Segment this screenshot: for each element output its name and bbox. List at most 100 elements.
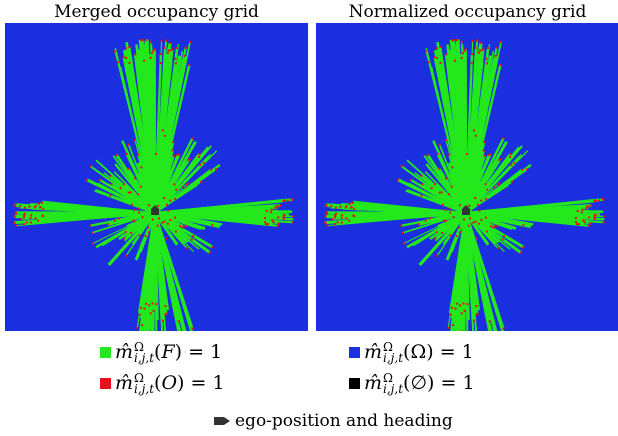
occupied-cell	[468, 204, 471, 207]
occupied-cell	[274, 207, 277, 210]
occupied-cell	[452, 324, 455, 327]
occupied-cell	[282, 200, 285, 202]
occupied-cell	[143, 59, 145, 62]
occupied-cell	[433, 56, 436, 59]
occupied-cell	[159, 53, 162, 56]
occupied-cell	[148, 304, 151, 307]
occupied-cell	[578, 223, 580, 226]
occupied-cell	[418, 223, 420, 226]
occupied-cell	[490, 225, 493, 228]
occupied-cell	[510, 164, 513, 167]
free-space-ray	[465, 211, 534, 226]
occupied-cell	[576, 210, 579, 212]
free-space-ray	[153, 59, 185, 214]
occupied-cell	[588, 216, 591, 219]
occupied-cell	[15, 224, 18, 227]
occupied-cell	[587, 224, 590, 227]
occupied-cell	[339, 205, 342, 208]
occupied-cell	[519, 251, 522, 254]
occupied-cell	[439, 61, 442, 64]
occupied-cell	[91, 231, 93, 234]
occupied-cell	[140, 306, 142, 309]
occupied-cell	[334, 214, 337, 217]
occupied-cell	[480, 219, 483, 221]
occupied-cell	[125, 152, 128, 155]
occupied-cell	[438, 191, 441, 194]
occupied-cell	[202, 161, 205, 164]
occupied-cell	[42, 207, 45, 210]
occupied-cell	[463, 49, 466, 52]
occupied-cell	[166, 51, 169, 54]
occupied-cell	[136, 193, 139, 196]
occupied-cell	[140, 166, 143, 169]
occupied-cell	[479, 42, 482, 45]
occupied-cell	[438, 167, 441, 170]
occupied-cell	[89, 165, 92, 168]
free-space-ray	[112, 155, 156, 214]
occupied-cell	[526, 168, 528, 171]
occupied-cell	[444, 220, 447, 223]
occupied-cell	[344, 206, 347, 209]
occupied-cell	[167, 49, 170, 52]
occupied-cell	[149, 330, 152, 331]
free-space-ray	[154, 135, 166, 214]
occupied-cell	[133, 177, 136, 180]
occupied-cell	[477, 222, 480, 225]
occupied-cell	[133, 220, 136, 223]
occupied-cell	[89, 224, 92, 227]
free-space-ray	[16, 212, 156, 227]
occupied-cell	[136, 326, 139, 329]
occupied-cell	[449, 211, 452, 214]
ego-vehicle-marker	[462, 205, 470, 215]
occupied-cell	[470, 62, 473, 65]
free-space-ray	[89, 211, 156, 227]
occupied-cell	[436, 56, 439, 59]
occupied-cell	[436, 152, 439, 155]
free-space-ray	[94, 189, 156, 215]
free-space-ray	[464, 212, 505, 329]
occupied-cell	[130, 203, 133, 206]
occupied-cell	[181, 226, 183, 229]
occupied-cell	[30, 214, 33, 217]
occupied-cell	[345, 217, 348, 220]
occupied-cell	[171, 48, 174, 51]
free-space-ray	[117, 62, 156, 214]
occupied-cell	[275, 205, 278, 208]
occupied-cell	[441, 232, 444, 234]
occupied-cell	[130, 232, 133, 234]
occupied-cell	[199, 164, 202, 167]
occupied-cell	[593, 217, 596, 220]
occupied-cell	[166, 222, 169, 225]
occupied-cell	[183, 55, 186, 57]
occupied-cell	[138, 313, 141, 316]
occupied-cell	[211, 224, 214, 227]
left-panel-title: Merged occupancy grid	[54, 2, 259, 22]
free-space-ray	[154, 199, 284, 215]
free-space-ray	[442, 212, 467, 245]
free-space-ray	[464, 59, 496, 214]
empty-set-swatch	[349, 377, 360, 389]
occupied-cell	[172, 141, 175, 144]
occupied-cell	[484, 183, 487, 186]
occupied-cell	[469, 217, 471, 220]
free-space-ray	[465, 212, 491, 331]
occupied-cell	[433, 183, 436, 186]
occupied-cell	[125, 47, 127, 50]
occupied-cell	[488, 320, 491, 323]
occupied-cell	[185, 225, 188, 228]
occupied-cell	[493, 225, 496, 228]
occupied-cell	[277, 216, 280, 219]
occupied-cell	[502, 137, 505, 140]
occupied-cell	[581, 208, 584, 211]
occupied-cell	[270, 208, 273, 211]
occupied-cell	[174, 57, 177, 60]
free-space-ray	[340, 205, 467, 215]
free-space-ray	[423, 155, 467, 214]
occupied-cell	[210, 168, 213, 171]
free-space-ray	[327, 212, 467, 227]
free-space-ray	[154, 163, 221, 215]
occupied-cell	[477, 51, 480, 54]
occupied-cell	[161, 221, 164, 224]
occupied-cell	[98, 178, 101, 181]
